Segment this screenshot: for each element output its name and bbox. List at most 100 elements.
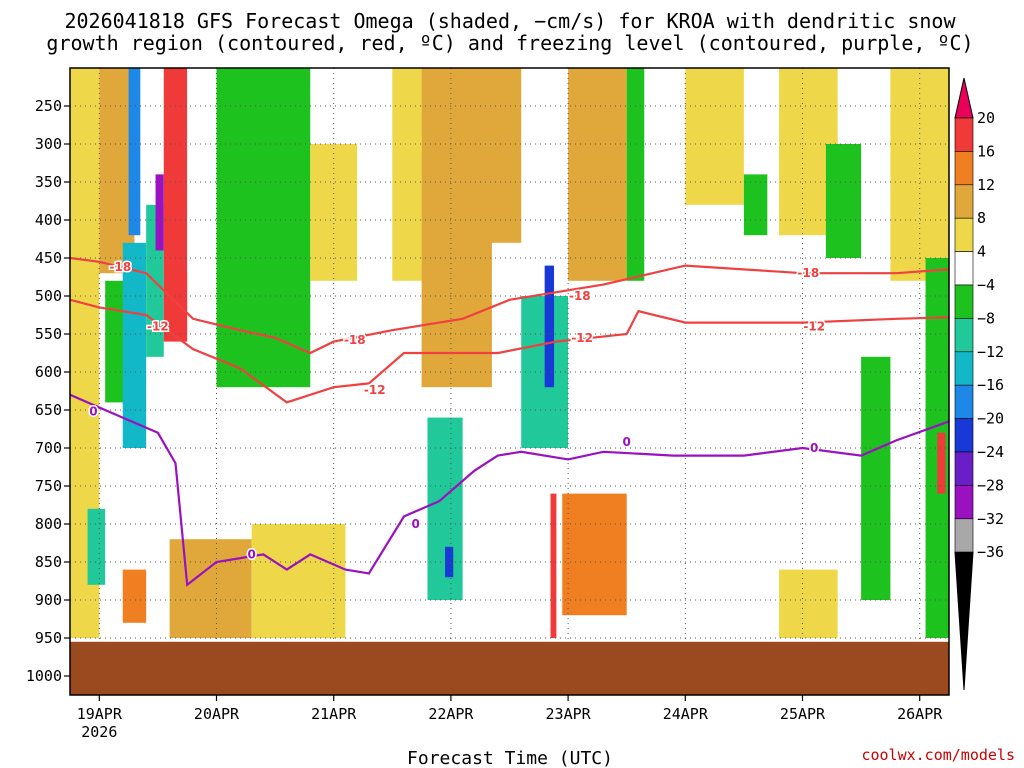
colorbar-segment-6 (954, 284, 974, 319)
chart-title-line1: 2026041818 GFS Forecast Omega (shaded, −… (64, 9, 956, 33)
colorbar-segment-1 (954, 117, 974, 152)
y-tick-label-500: 500 (35, 287, 62, 305)
omega-cell-32 (779, 569, 838, 638)
y-tick-label-900: 900 (35, 591, 62, 609)
x-tick-label-23APR: 23APR (546, 705, 592, 723)
omega-cell-19 (445, 546, 454, 578)
colorbar-label-0: 20 (977, 109, 995, 127)
omega-cell-23 (550, 493, 557, 638)
y-tick-label-250: 250 (35, 97, 62, 115)
omega-cell-1 (87, 508, 106, 585)
omega-cell-22 (544, 265, 555, 388)
y-axis-ticks: 250 300 350 400 450 500 550 600 650 700 750 800 850 9… (26, 97, 70, 685)
colorbar-segment-12 (954, 485, 974, 520)
y-tick-label-700: 700 (35, 439, 62, 457)
contour-label-0-4: 0 (810, 441, 818, 455)
y-tick-label-450: 450 (35, 249, 62, 267)
omega-cell-12 (122, 569, 147, 623)
chart-title-line2: growth region (contoured, red, ºC) and f… (46, 31, 973, 55)
omega-cell-27 (685, 68, 744, 205)
colorbar-label-13: −36 (977, 543, 1004, 561)
x-tick-label-19APR: 19APR (77, 705, 123, 723)
x-tick-label-26APR: 26APR (897, 705, 943, 723)
contour-label--18-0: -18 (110, 260, 132, 274)
omega-cell-24 (568, 68, 627, 281)
y-tick-label-800: 800 (35, 515, 62, 533)
omega-cell-26 (626, 68, 645, 281)
y-tick-label-750: 750 (35, 477, 62, 495)
contour-label--12-1: -12 (364, 383, 386, 397)
colorbar-label-6: −8 (977, 309, 995, 327)
y-tick-label-1000: 1000 (26, 667, 62, 685)
y-tick-label-300: 300 (35, 135, 62, 153)
x-tick-label-21APR: 21APR (311, 705, 357, 723)
colorbar-segment-5 (954, 251, 974, 286)
omega-cell-20 (486, 68, 522, 243)
colorbar-label-12: −32 (977, 510, 1004, 528)
plot-frame (69, 67, 950, 696)
colorbar-segment-2 (954, 151, 974, 186)
contour-label-0-2: 0 (412, 517, 420, 531)
x-tick-label-25APR: 25APR (780, 705, 826, 723)
y-tick-label-600: 600 (35, 363, 62, 381)
omega-cell-8 (163, 68, 188, 342)
contour-label--18-3: -18 (798, 266, 820, 280)
colorbar-segment-7 (954, 318, 974, 353)
contour-label--12-2: -12 (571, 331, 593, 345)
omega-cell-10 (216, 68, 311, 388)
contour-line--18-0 (70, 256, 949, 355)
x-tick-label-22APR: 22APR (428, 705, 474, 723)
colorbar-segment-3 (954, 184, 974, 219)
y-tick-label-400: 400 (35, 211, 62, 229)
colorbar-segment-11 (954, 451, 974, 486)
contour-label-0-0: 0 (89, 405, 97, 419)
colorbar-label-3: 8 (977, 209, 986, 227)
colorbar-top-arrow (954, 77, 974, 119)
omega-shading (70, 68, 949, 638)
omega-cell-15 (392, 68, 422, 281)
omega-cell-25 (562, 493, 627, 616)
ground-terrain (70, 641, 949, 695)
contour-label-0-1: 0 (247, 547, 255, 561)
contour-label-0-3: 0 (623, 435, 631, 449)
omega-cell-5 (128, 68, 141, 236)
colorbar-segment-10 (954, 418, 974, 453)
colorbar-segment-13 (954, 518, 974, 553)
colorbar-label-10: −24 (977, 443, 1004, 461)
y-tick-label-950: 950 (35, 629, 62, 647)
temperature-contours: -18 -18 -18 -18 -12 -12 -12 -12 0 0 0 0 0 (70, 256, 949, 587)
omega-cell-30 (825, 144, 862, 258)
y-tick-label-650: 650 (35, 401, 62, 419)
colorbar-label-2: 12 (977, 176, 995, 194)
contour-line--12-1 (70, 298, 949, 404)
contour-label--12-0: -12 (147, 319, 169, 333)
colorbar-label-1: 16 (977, 142, 995, 160)
colorbar-label-5: −4 (977, 276, 995, 294)
colorbar-label-4: 4 (977, 243, 986, 261)
colorbar-label-11: −28 (977, 476, 1004, 494)
omega-cell-11 (169, 539, 252, 638)
y-tick-label-550: 550 (35, 325, 62, 343)
colorbar-bottom-arrow (954, 551, 974, 691)
site-credit: coolwx.com/models (861, 746, 1015, 764)
omega-cell-9 (187, 68, 217, 274)
contour-line-0-2 (70, 393, 949, 587)
colorbar-label-9: −20 (977, 410, 1004, 428)
y-tick-label-850: 850 (35, 553, 62, 571)
y-tick-label-350: 350 (35, 173, 62, 191)
x-tick-sublabel-year: 2026 (81, 723, 117, 741)
x-tick-label-20APR: 20APR (194, 705, 240, 723)
colorbar-label-8: −16 (977, 376, 1004, 394)
plot-area: -18 -18 -18 -18 -12 -12 -12 -12 0 0 0 0 0 (70, 68, 949, 695)
colorbar-segment-8 (954, 351, 974, 386)
omega-cell-35 (937, 432, 946, 494)
omega-cell-28 (743, 174, 768, 236)
omega-cell-7 (155, 174, 164, 251)
x-axis-label: Forecast Time (UTC) (407, 748, 613, 768)
omega-cell-18 (427, 417, 463, 600)
contour-label--18-2: -18 (569, 289, 591, 303)
colorbar: 20 16 12 8 4 −4 −8 −12 −16 −20 −24 −28 −32 −36 (954, 77, 1004, 691)
omega-cell-17 (421, 68, 492, 388)
